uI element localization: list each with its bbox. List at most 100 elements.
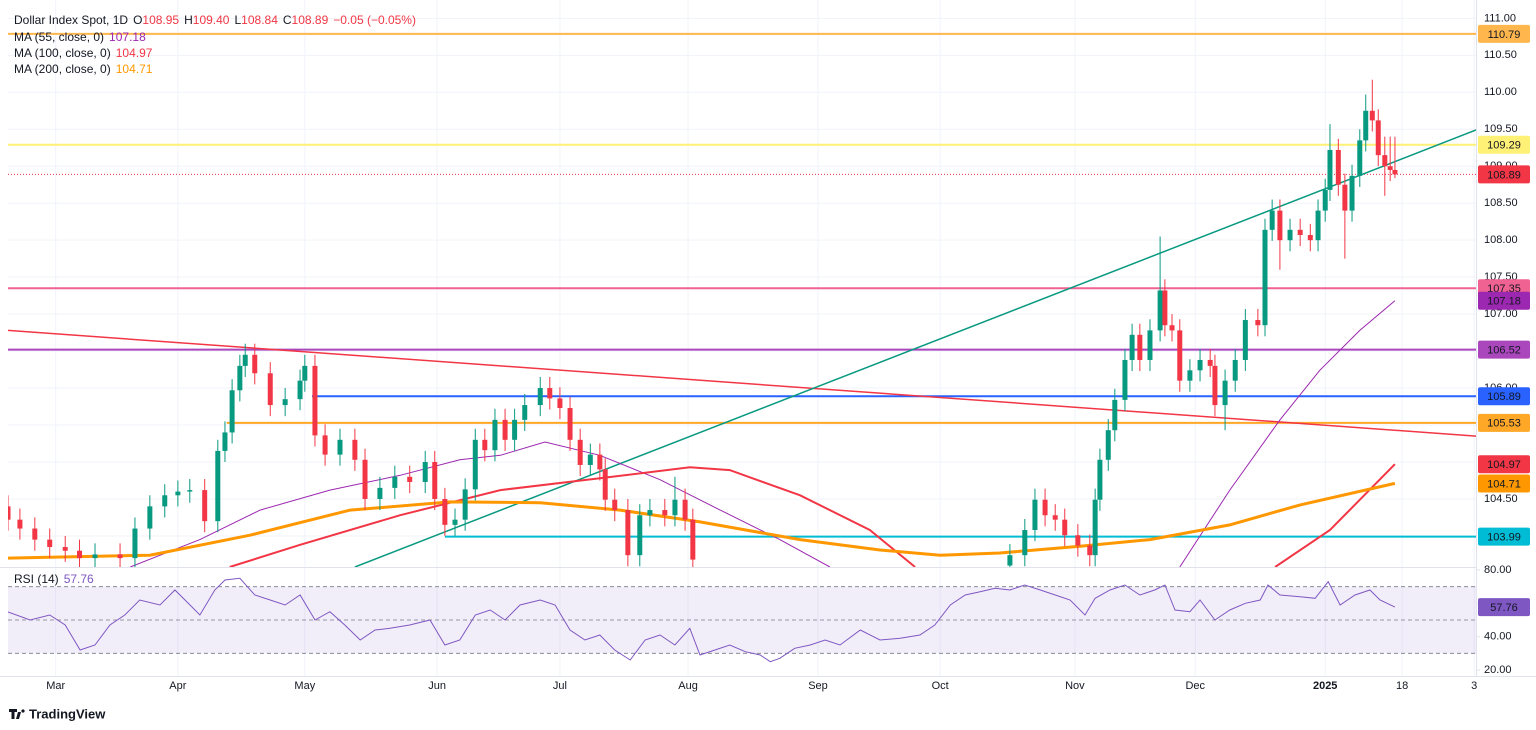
candle-body [297,380,303,400]
candle-body [442,498,448,525]
candle-body [32,528,38,540]
legend-row: MA (200, close, 0) 104.71 [14,62,153,76]
candle-body [1287,229,1293,241]
ma-value: 107.18 [109,30,146,44]
level-badge: 110.79 [1488,29,1521,41]
candle-body [1087,545,1093,556]
rsi-badge: 57.76 [1490,602,1518,614]
ohlc-key: O [133,13,142,27]
trend-line [354,129,1476,567]
candle-body [312,365,318,436]
candle-body [1062,519,1068,536]
x-tick-label: Nov [1065,680,1085,692]
level-badge-bg [1478,340,1530,359]
candle-body [1122,359,1128,400]
candle-body [1169,325,1175,331]
candle-body [637,515,643,556]
candle-body [472,439,478,490]
candle-body [1262,229,1268,326]
ma-badge: 104.71 [1487,478,1521,490]
candle-body [282,399,288,406]
ohlc-value: 108.95 [142,13,179,27]
price-badge-bg [1478,165,1530,184]
candle-body [407,476,413,482]
moving-average [130,300,1396,567]
candle-body [662,510,668,516]
level-badge: 105.89 [1487,391,1521,403]
candle-body [237,365,243,391]
candle-body [1369,110,1375,121]
level-badge-bg [1478,527,1530,546]
candle-body [1255,320,1261,326]
candle-body [625,510,631,556]
candle-body [229,390,235,433]
candle-body [567,408,573,440]
candle-body [1232,359,1238,381]
candle-body [1032,499,1038,531]
x-tick-label: 2025 [1313,680,1337,692]
rsi-line [8,577,1396,663]
ma-badge-bg [1478,291,1530,310]
rsi-name: RSI (14) [14,572,59,586]
x-tick-label: Aug [678,680,698,692]
candle-body [1342,184,1348,211]
candle-body [1092,499,1098,556]
candle-body [47,539,53,548]
candle-body [577,439,583,465]
candle-body [1349,175,1355,211]
ma-value: 104.97 [116,46,153,60]
price-panel [8,32,1476,567]
candle-body [215,450,221,522]
y-tick-label: 111.00 [1484,12,1516,24]
candle-body [187,490,193,492]
ohlc-value: 108.89 [292,13,329,27]
ohlc-key: H [184,13,193,27]
legend-row: MA (55, close, 0) 107.18 [14,30,146,44]
candle-body [1137,334,1143,360]
x-tick-label: Apr [169,680,186,692]
candle-body [1022,530,1028,556]
candle-body [1097,459,1103,500]
legend-row: RSI (14) 57.76 [14,572,94,586]
level-badge: 109.29 [1487,140,1521,152]
candle-body [1147,330,1153,360]
candle-body [1042,499,1048,516]
candle-body [597,454,603,470]
candle-body [1335,149,1341,185]
candle-body [1207,359,1213,366]
candle-body [302,365,308,381]
candle-body [502,419,508,440]
candle-body [1177,330,1183,381]
x-tick-label: Mar [46,680,65,692]
candle-body [202,490,208,522]
candle-body [512,419,518,440]
change: −0.05 (−0.05%) [333,13,416,27]
ma-badge: 104.97 [1487,459,1521,471]
candle-body [1112,399,1118,431]
brand-logo: TradingView [9,706,106,721]
x-tick-label: Jul [553,680,567,692]
candle-body [1357,140,1363,176]
candle-body [1162,290,1168,326]
candle-body [117,554,123,559]
ma-name: MA (55, close, 0) [14,30,104,44]
candle-body [267,373,273,406]
ma-name: MA (200, close, 0) [14,62,111,76]
y-tick-label: 109.50 [1484,123,1518,135]
moving-average [8,481,1396,560]
rsi-panel [8,577,1476,663]
candle-body [242,354,248,366]
rsi-badge-bg [1478,598,1530,617]
x-tick-label: May [294,680,315,692]
candle-body [1322,189,1328,211]
trend-line [8,329,1476,437]
candle-body [522,405,528,420]
legend: Dollar Index Spot, 1D O108.95 H109.40 L108.… [14,13,416,586]
moving-average [229,463,1396,567]
candle-body [1363,110,1369,141]
ma-value: 104.71 [116,62,153,76]
x-tick-label: Dec [1185,680,1205,692]
candle-body [462,489,468,520]
legend-row: Dollar Index Spot, 1D O108.95 H109.40 L108.… [14,13,416,27]
candle-body [1382,155,1388,167]
